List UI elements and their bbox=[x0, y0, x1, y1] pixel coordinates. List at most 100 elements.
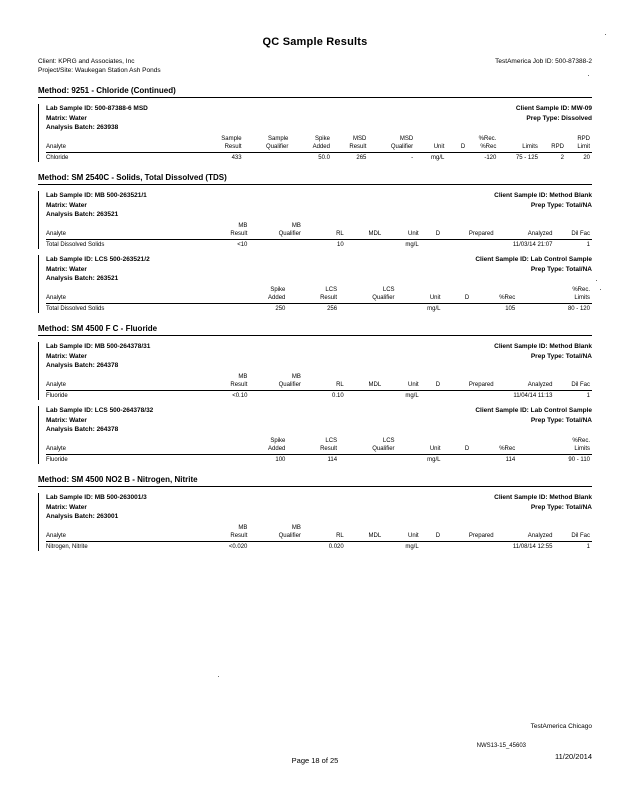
column-group-header: MB bbox=[291, 373, 301, 380]
table-cell: mg/L bbox=[405, 393, 419, 399]
column-group-header: MB bbox=[238, 373, 248, 380]
sample-id-row: Lab Sample ID: MB 500-264378/31 Matrix: W… bbox=[46, 342, 592, 371]
column-header: Result bbox=[206, 531, 250, 542]
analysis-batch: Analysis Batch: 263521 bbox=[46, 211, 119, 218]
lab-sample-id: Lab Sample ID: LCS 500-264378/32 bbox=[46, 407, 154, 414]
sample-block: Lab Sample ID: MB 500-263521/1 Matrix: Wa… bbox=[38, 191, 592, 249]
table-cell: 10 bbox=[337, 242, 344, 248]
sample-id-left: Lab Sample ID: LCS 500-264378/32 Matrix: … bbox=[46, 406, 153, 435]
sample-id-left: Lab Sample ID: MB 500-263521/1 Matrix: Wa… bbox=[46, 191, 147, 220]
table-cell bbox=[442, 390, 496, 400]
column-group-header bbox=[346, 222, 383, 230]
table-cell bbox=[442, 541, 496, 551]
table-group-header-row: MB MB bbox=[46, 222, 592, 230]
table-cell: mg/L bbox=[427, 457, 441, 463]
matrix: Matrix: Water bbox=[46, 114, 87, 122]
column-group-header bbox=[46, 222, 207, 230]
analyte-name: Total Dissolved Solids bbox=[46, 306, 105, 312]
report-content: QC Sample Results Client: KPRG and Assoc… bbox=[38, 36, 592, 551]
column-group-header bbox=[498, 135, 540, 143]
analysis-batch: Analysis Batch: 264378 bbox=[46, 362, 119, 369]
table-cell: <0.020 bbox=[228, 544, 248, 550]
qc-results-table: MB MB Analyte Result Qualifier RL MDL Unit D Pre… bbox=[46, 222, 592, 250]
column-group-header: MSD bbox=[399, 135, 414, 142]
column-header: MDL bbox=[345, 380, 384, 391]
column-header: D bbox=[442, 293, 472, 304]
column-group-header: MB bbox=[238, 222, 248, 229]
table-cell: 114 bbox=[327, 457, 338, 463]
column-group-header bbox=[496, 373, 555, 381]
table-cell: 250 bbox=[275, 306, 286, 312]
column-group-header bbox=[46, 373, 207, 381]
qc-results-table: Spike LCS LCS %Rec. Analyte Added Result Quali… bbox=[46, 437, 592, 465]
table-group-header-row: MB MB bbox=[46, 373, 592, 381]
lab-sample-id: Lab Sample ID: 500-87388-6 MSD bbox=[46, 105, 148, 112]
analyte-name: Total Dissolved Solids bbox=[46, 242, 105, 248]
prep-type: Prep Type: Total/NA bbox=[530, 352, 592, 360]
column-header: D bbox=[446, 142, 468, 153]
table-header-row: Analyte Added Result Qualifier Unit D %Rec Limi… bbox=[46, 293, 592, 304]
column-header: Added bbox=[235, 293, 288, 304]
column-group-header bbox=[446, 135, 467, 143]
report-footer: TestAmerica Chicago NWS13-15_45603 Page … bbox=[38, 722, 592, 765]
sample-id-left: Lab Sample ID: MB 500-264378/31 Matrix: W… bbox=[46, 342, 150, 371]
sample-id-row: Lab Sample ID: 500-87388-6 MSD Matrix: Wa… bbox=[46, 104, 592, 133]
column-header: Unit bbox=[383, 380, 421, 391]
column-group-header bbox=[303, 524, 346, 532]
column-header: Analyzed bbox=[495, 531, 555, 542]
table-cell bbox=[339, 303, 396, 313]
analyte-name: Fluoride bbox=[46, 393, 68, 399]
column-group-header bbox=[554, 222, 592, 230]
table-group-header-row: Sample Sample Spike MSD MSD %Rec. RPD bbox=[46, 135, 592, 143]
table-row: Chloride 433 50.0 265 - mg/L -120 75 - 125 2 20 bbox=[46, 152, 592, 162]
matrix: Matrix: Water bbox=[46, 503, 87, 511]
table-group-header-row: Spike LCS LCS %Rec. bbox=[46, 437, 592, 445]
table-cell bbox=[249, 541, 303, 551]
scan-speck bbox=[600, 289, 601, 290]
table-cell: 265 bbox=[356, 155, 367, 161]
lab-sample-id: Lab Sample ID: MB 500-264378/31 bbox=[46, 343, 151, 350]
methods-container: Method: 9251 - Chloride (Continued) Lab S… bbox=[38, 86, 592, 551]
column-group-header: Spike bbox=[270, 286, 286, 293]
report-header: Client: KPRG and Associates, Inc Project… bbox=[38, 57, 592, 75]
column-group-header bbox=[303, 373, 346, 381]
column-group-header: Spike bbox=[270, 437, 286, 444]
footer-page-number: Page 18 of 25 bbox=[291, 756, 339, 765]
column-header: RL bbox=[302, 229, 346, 240]
column-group-header: MB bbox=[291, 222, 301, 229]
column-header: Limit bbox=[565, 142, 592, 153]
column-group-header: LCS bbox=[325, 437, 338, 444]
table-row: Nitrogen, Nitrite <0.020 0.020 mg/L 11/08/14… bbox=[46, 541, 592, 551]
table-cell: 1 bbox=[586, 544, 590, 550]
column-group-header bbox=[46, 437, 236, 445]
column-group-header bbox=[46, 135, 207, 143]
sample-id-row: Lab Sample ID: MB 500-263521/1 Matrix: Wa… bbox=[46, 191, 592, 220]
client-sample-id: Client Sample ID: MW-09 bbox=[515, 105, 592, 112]
client-sample-id: Client Sample ID: Lab Control Sample bbox=[475, 256, 592, 263]
column-header: D bbox=[420, 229, 443, 240]
column-group-header bbox=[383, 524, 420, 532]
qc-results-table: MB MB Analyte Result Qualifier RL MDL Unit D Pre… bbox=[46, 373, 592, 401]
column-group-header: Spike bbox=[314, 135, 330, 142]
column-header: Qualifier bbox=[249, 229, 303, 240]
column-header: MDL bbox=[345, 229, 384, 240]
method-title: Method: SM 2540C - Solids, Total Dissolv… bbox=[38, 173, 592, 185]
table-cell bbox=[346, 390, 383, 400]
column-group-header bbox=[443, 286, 472, 294]
column-group-header: RPD bbox=[577, 135, 590, 142]
column-header: Qualifier bbox=[243, 142, 291, 153]
matrix: Matrix: Water bbox=[46, 352, 87, 360]
table-cell: 11/04/14 11:13 bbox=[513, 393, 553, 399]
sample-id-right: Client Sample ID: Lab Control Sample Prep… bbox=[475, 406, 592, 435]
qc-results-table: Sample Sample Spike MSD MSD %Rec. RPD Analyte… bbox=[46, 135, 592, 163]
column-header: Result bbox=[287, 444, 340, 455]
page-title: QC Sample Results bbox=[262, 36, 368, 48]
column-header: MDL bbox=[345, 531, 384, 542]
sample-id-right: Client Sample ID: Method Blank Prep Type:… bbox=[494, 493, 592, 522]
method-section: Method: SM 4500 F C - Fluoride Lab Sample… bbox=[38, 324, 592, 464]
footer-bottom: NWS13-15_45603 Page 18 of 25 11/20/2014 bbox=[38, 743, 592, 765]
column-header: D bbox=[420, 531, 443, 542]
table-cell bbox=[421, 239, 442, 249]
footer-date: 11/20/2014 bbox=[555, 752, 592, 761]
analysis-batch: Analysis Batch: 263521 bbox=[46, 275, 119, 282]
